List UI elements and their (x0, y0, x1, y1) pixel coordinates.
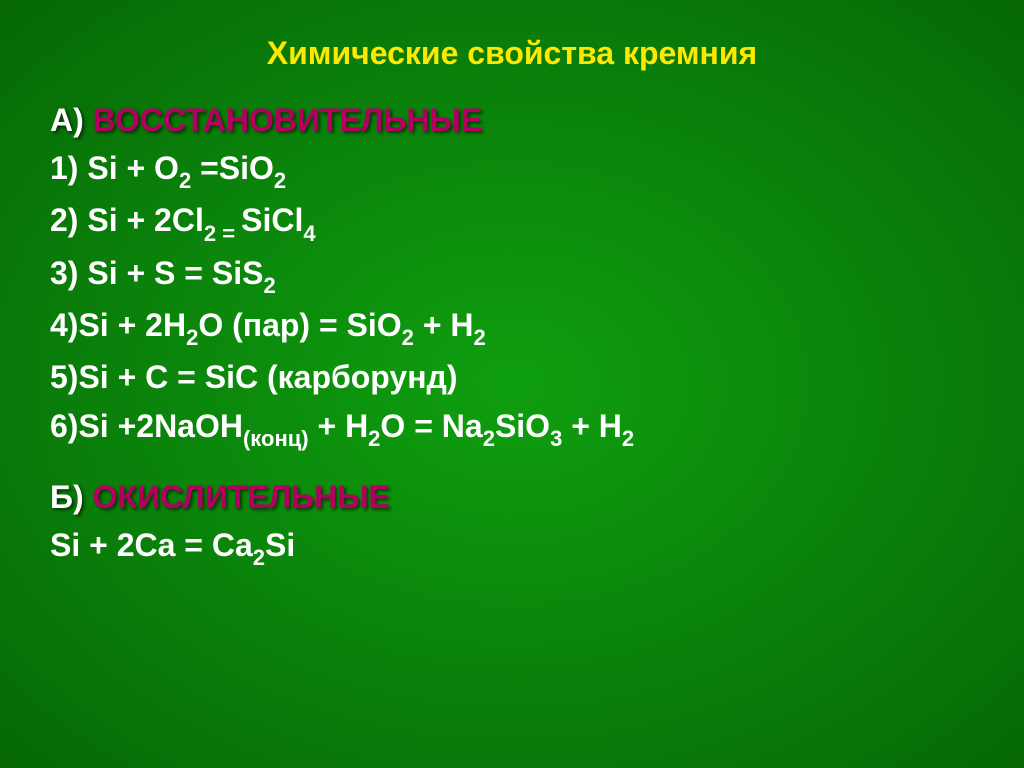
eq4-c: + H (414, 307, 474, 343)
eq4-a: Si + 2H (78, 307, 186, 343)
section-a-header: А) ВОССТАНОВИТЕЛЬНЫЕ (50, 102, 974, 139)
eq6-a: Si +2NaOH (78, 408, 243, 444)
eq6-conc: (конц) (243, 426, 309, 451)
eq6-e: + H (562, 408, 622, 444)
eq4-sub2: 2 (402, 325, 414, 350)
eq6-b: + H (309, 408, 369, 444)
eq1-sub1: 2 (179, 168, 191, 193)
eq6-sub3: 3 (550, 426, 562, 451)
eq6-sub2: 2 (483, 426, 495, 451)
eq1-a: Si + O (87, 150, 179, 186)
section-b-header: Б) ОКИСЛИТЕЛЬНЫЕ (50, 479, 974, 516)
eq7-sub: 2 (253, 545, 265, 570)
eq7-a: Si + 2Ca = Ca (50, 527, 253, 563)
eq6-sub4: 2 (622, 426, 634, 451)
eq2-b: SiCl (241, 202, 303, 238)
eq2-num: 2) (50, 202, 87, 238)
equation-6: 6)Si +2NaOH(конц) + H2O = Na2SiO3 + H2 (50, 403, 974, 453)
equation-3: 3) Si + S = SiS2 (50, 250, 974, 300)
section-b-label: ОКИСЛИТЕЛЬНЫЕ (93, 479, 390, 515)
equation-5: 5)Si + C = SiC (карборунд) (50, 354, 974, 400)
eq3-a: Si + S = SiS (87, 255, 263, 291)
eq1-num: 1) (50, 150, 87, 186)
eq7-b: Si (265, 527, 295, 563)
spacer (50, 455, 974, 479)
eq3-num: 3) (50, 255, 87, 291)
eq4-sub3: 2 (474, 325, 486, 350)
eq6-c: O = Na (380, 408, 482, 444)
eq6-d: SiO (495, 408, 550, 444)
eq4-sub1: 2 (186, 325, 198, 350)
equation-2: 2) Si + 2Cl2 = SiCl4 (50, 197, 974, 247)
eq1-sub2: 2 (274, 168, 286, 193)
section-b-prefix: Б) (50, 479, 93, 515)
eq2-sub1: 2 (204, 221, 216, 246)
section-a-label: ВОССТАНОВИТЕЛЬНЫЕ (93, 102, 483, 138)
section-a-prefix: А) (50, 102, 93, 138)
equation-7: Si + 2Ca = Ca2Si (50, 522, 974, 572)
eq3-sub: 2 (263, 273, 275, 298)
eq2-sub2: 4 (303, 221, 315, 246)
eq5-a: Si + C = SiC (карборунд) (78, 359, 457, 395)
eq5-num: 5) (50, 359, 78, 395)
equation-1: 1) Si + O2 =SiO2 (50, 145, 974, 195)
eq6-num: 6) (50, 408, 78, 444)
eq4-num: 4) (50, 307, 78, 343)
eq2-eq: = (216, 221, 241, 246)
slide-title: Химические свойства кремния (50, 35, 974, 72)
eq4-b: O (пар) = SiO (198, 307, 401, 343)
eq1-b: =SiO (191, 150, 274, 186)
eq2-a: Si + 2Cl (87, 202, 204, 238)
equation-4: 4)Si + 2H2O (пар) = SiO2 + H2 (50, 302, 974, 352)
slide-container: Химические свойства кремния А) ВОССТАНОВ… (0, 0, 1024, 768)
eq6-sub1: 2 (368, 426, 380, 451)
